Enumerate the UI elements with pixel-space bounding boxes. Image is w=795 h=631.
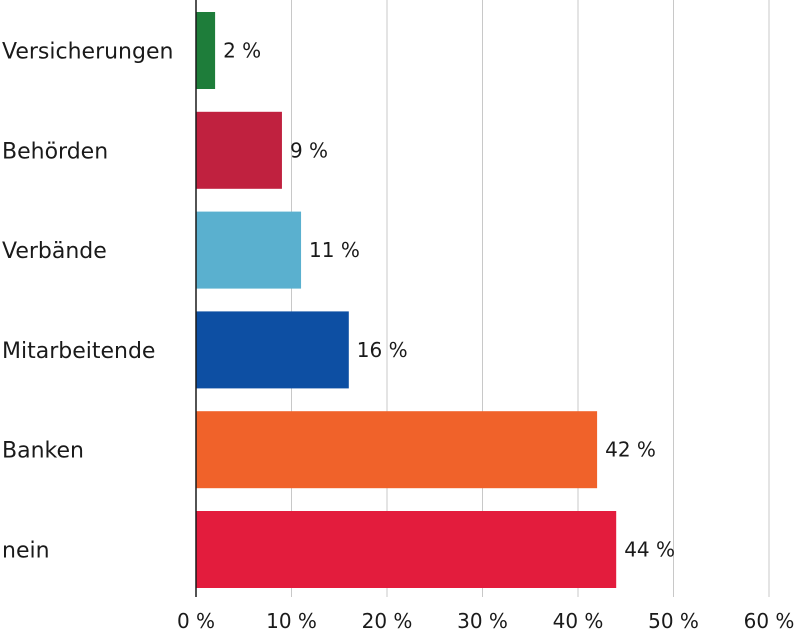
category-label: Verbände <box>2 239 107 264</box>
x-tick-label: 40 % <box>553 609 604 631</box>
x-tick-label: 30 % <box>457 609 508 631</box>
bar-4 <box>196 411 598 489</box>
bar-2 <box>196 211 302 289</box>
bars <box>196 12 617 588</box>
value-label: 2 % <box>223 39 261 63</box>
category-label: Behörden <box>2 139 108 164</box>
x-tick-label: 50 % <box>648 609 699 631</box>
category-label: Banken <box>2 439 84 464</box>
grid-lines <box>291 0 770 597</box>
category-label: nein <box>2 539 50 564</box>
bar-0 <box>196 12 216 89</box>
category-label: Versicherungen <box>2 40 173 65</box>
value-label: 9 % <box>290 138 328 162</box>
bar-5 <box>196 511 617 588</box>
category-labels: Versicherungen Behörden Verbände Mitarbeite… <box>2 40 173 564</box>
value-label: 44 % <box>624 538 675 562</box>
category-label: Mitarbeitende <box>2 339 155 364</box>
bar-3 <box>196 311 349 389</box>
x-tick-label: 20 % <box>362 609 413 631</box>
value-label: 16 % <box>357 338 408 362</box>
x-tick-label: 10 % <box>266 609 317 631</box>
value-label: 11 % <box>309 238 360 262</box>
value-label: 42 % <box>605 438 656 462</box>
x-tick-label: 0 % <box>177 609 215 631</box>
value-labels: 2 % 9 % 11 % 16 % 42 % 44 % <box>223 39 675 562</box>
x-tick-label: 60 % <box>744 609 795 631</box>
bar-1 <box>196 111 282 189</box>
x-tick-labels: 0 % 10 % 20 % 30 % 40 % 50 % 60 % <box>177 609 794 631</box>
